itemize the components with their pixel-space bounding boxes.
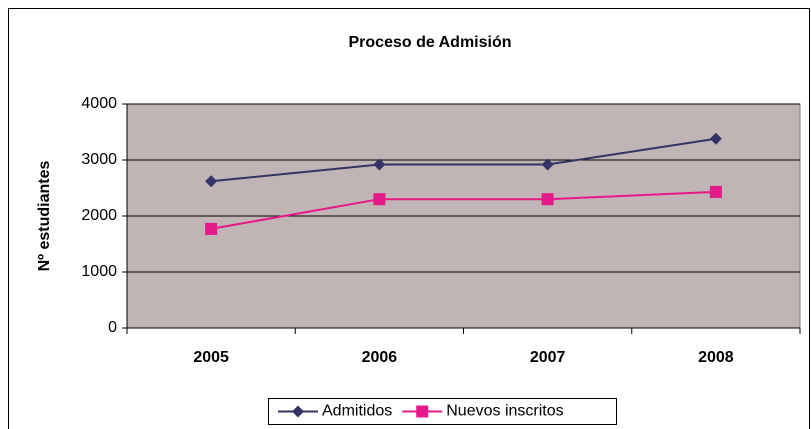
marker xyxy=(541,193,554,206)
marker xyxy=(292,405,304,418)
legend-label: Nuevos inscritos xyxy=(446,403,563,420)
marker xyxy=(373,158,386,171)
chart-border xyxy=(8,8,810,429)
x-tick-label: 2005 xyxy=(193,349,229,366)
x-tick-label: 2006 xyxy=(362,349,398,366)
y-tick-label: 1000 xyxy=(81,263,117,280)
series-line xyxy=(210,190,716,230)
legend-box xyxy=(268,398,617,425)
y-tick-label: 2000 xyxy=(81,207,117,224)
chart-title: Proceso de Admisión xyxy=(349,34,512,51)
y-tick-label: 3000 xyxy=(81,151,117,168)
legend-label: Admitidos xyxy=(322,403,392,420)
marker xyxy=(709,132,722,145)
x-tick-label: 2008 xyxy=(698,349,734,366)
marker xyxy=(205,222,218,235)
y-tick-label: 0 xyxy=(108,319,117,336)
x-tick-label: 2007 xyxy=(530,349,566,366)
y-tick-label: 4000 xyxy=(81,95,117,112)
series-line xyxy=(211,137,717,183)
marker xyxy=(416,405,429,418)
marker xyxy=(205,175,218,188)
y-axis-label: Nº estudiantes xyxy=(36,161,53,272)
marker xyxy=(709,185,722,198)
marker xyxy=(373,193,386,206)
marker xyxy=(541,158,554,171)
